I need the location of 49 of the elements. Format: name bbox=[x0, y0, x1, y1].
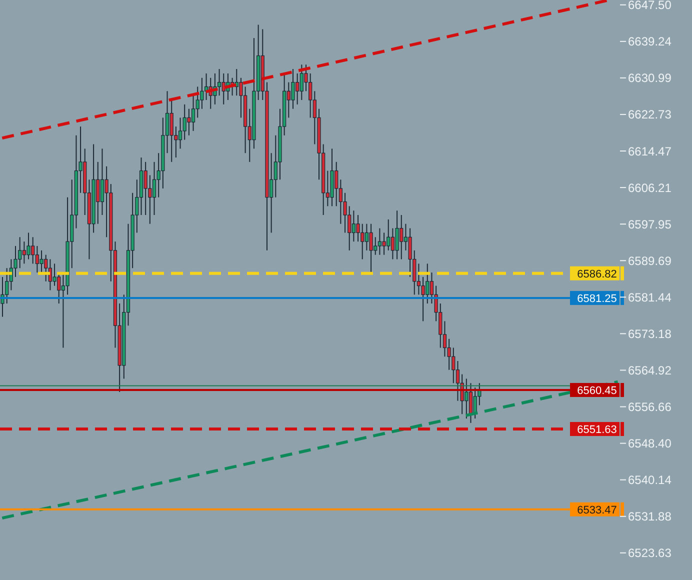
candlestick bbox=[390, 228, 395, 260]
candlestick bbox=[14, 245, 18, 278]
candlestick bbox=[395, 210, 399, 260]
y-tick-label: 6573.18 bbox=[628, 326, 672, 341]
ref-line-label: 6533.47 bbox=[577, 504, 617, 516]
candlestick bbox=[187, 108, 191, 136]
candlestick bbox=[447, 338, 451, 370]
candlestick bbox=[343, 192, 347, 234]
candlestick bbox=[382, 232, 386, 256]
candlestick bbox=[100, 148, 104, 216]
candlestick bbox=[178, 117, 182, 150]
candlestick bbox=[291, 68, 295, 110]
candlestick bbox=[217, 68, 222, 96]
y-tick-label: 6639.24 bbox=[628, 34, 672, 49]
y-tick-label: 6589.69 bbox=[628, 254, 672, 268]
y-tick-label: 6606.21 bbox=[628, 180, 672, 195]
candlestick bbox=[52, 263, 56, 286]
ref-line-label: 6551.63 bbox=[577, 424, 617, 436]
y-tick-label: 6630.99 bbox=[628, 71, 672, 86]
candlestick bbox=[369, 223, 373, 274]
candlestick bbox=[456, 360, 460, 402]
y-tick-label: 6556.66 bbox=[628, 400, 672, 414]
candlestick bbox=[408, 228, 412, 278]
ref-line-label: 6560.45 bbox=[577, 384, 617, 397]
y-tick-label: 6581.44 bbox=[628, 290, 672, 304]
y-tick-label: 6531.88 bbox=[628, 510, 672, 524]
y-tick-label: 6540.14 bbox=[628, 473, 672, 488]
candlestick bbox=[144, 161, 148, 216]
ref-line-label: 6586.82 bbox=[577, 268, 617, 280]
candlestick bbox=[26, 232, 30, 260]
y-tick-label: 6614.47 bbox=[628, 144, 672, 158]
candlestick bbox=[421, 276, 425, 322]
y-tick-label: 6647.50 bbox=[628, 0, 672, 12]
candlestick bbox=[191, 95, 196, 132]
candlestick bbox=[416, 263, 421, 296]
y-tick-label: 6523.63 bbox=[628, 546, 672, 560]
candlestick bbox=[200, 77, 204, 110]
candlestick bbox=[40, 250, 44, 274]
y-tick-label: 6622.73 bbox=[628, 108, 672, 122]
candlestick bbox=[152, 161, 156, 216]
y-tick-label: 6564.92 bbox=[628, 363, 672, 378]
candlestick bbox=[148, 174, 152, 224]
candlestick bbox=[378, 228, 382, 256]
y-tick-label: 6548.40 bbox=[628, 436, 672, 451]
y-tick-label: 6597.95 bbox=[628, 217, 672, 232]
ref-line-label: 6581.25 bbox=[577, 292, 617, 305]
candlestick bbox=[464, 378, 468, 420]
candlestick bbox=[468, 382, 473, 424]
candlestick bbox=[356, 214, 360, 242]
